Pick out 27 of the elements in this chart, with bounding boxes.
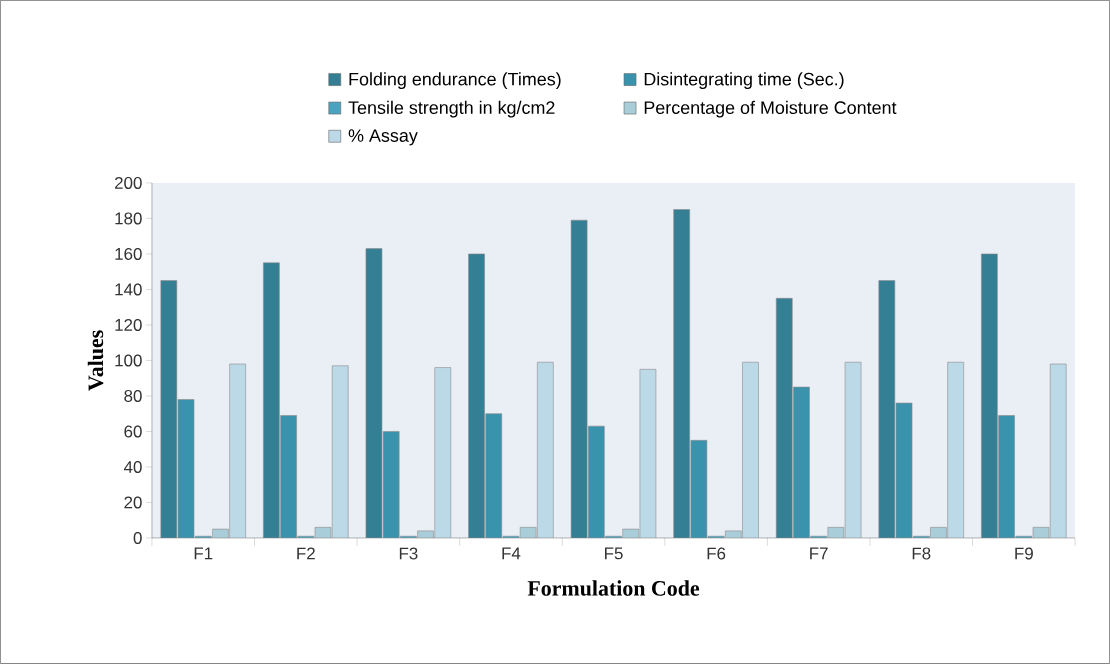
x-tick-label: F6 xyxy=(707,547,726,560)
legend-label: Folding endurance (Times) xyxy=(349,72,561,90)
x-tick-label: F5 xyxy=(605,547,623,560)
x-axis-title: Formulation Code xyxy=(527,580,700,596)
y-tick-label: 160 xyxy=(115,247,142,260)
x-tick-label: F3 xyxy=(399,547,418,560)
y-tick-label: 180 xyxy=(115,212,142,225)
y-tick-label: 20 xyxy=(124,496,142,509)
x-tick-label: F9 xyxy=(1015,547,1033,560)
x-tick-label: F7 xyxy=(810,547,828,560)
x-tick-label: F8 xyxy=(912,547,931,560)
y-tick-label: 100 xyxy=(115,354,142,367)
y-tick-label: 40 xyxy=(123,461,142,474)
legend-label: % Assay xyxy=(348,129,418,146)
y-tick-label: 80 xyxy=(124,390,142,403)
y-tick-label: 60 xyxy=(124,425,142,438)
y-tick-label: 120 xyxy=(115,318,142,331)
y-tick-label: 140 xyxy=(115,283,142,296)
y-tick-label: 200 xyxy=(115,176,142,189)
y-tick-label: 0 xyxy=(133,532,142,545)
legend-label: Tensile strength in kg/cm2 xyxy=(348,100,555,118)
y-axis-title: Values xyxy=(87,330,104,391)
legend-label: Disintegrating time (Sec.) xyxy=(644,72,844,90)
x-tick-label: F4 xyxy=(502,547,521,560)
x-tick-label: F1 xyxy=(194,547,213,560)
x-tick-label: F2 xyxy=(297,547,315,560)
legend-label: Percentage of Moisture Content xyxy=(644,100,897,118)
